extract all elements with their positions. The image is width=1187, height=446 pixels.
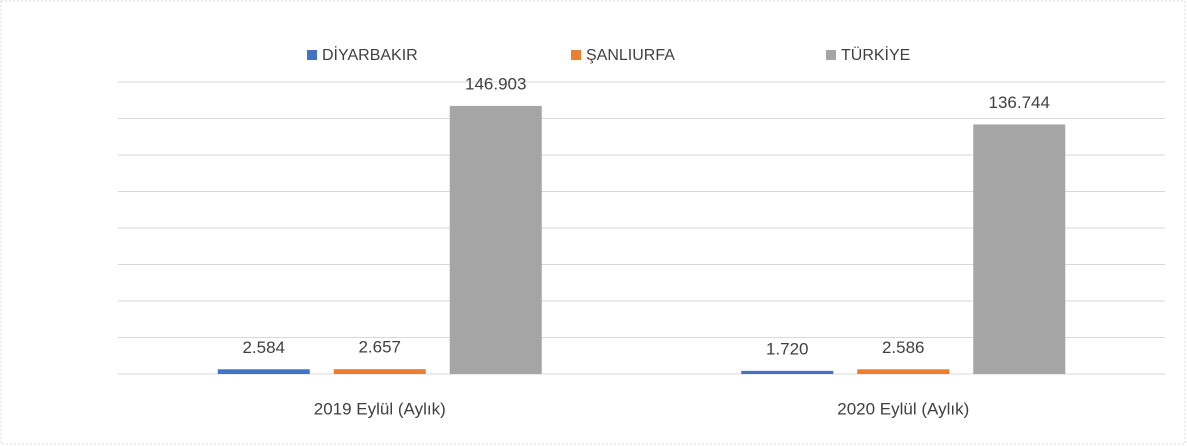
data-label: 2.584: [242, 338, 285, 357]
data-label: 136.744: [989, 93, 1050, 112]
data-label: 2.586: [882, 338, 925, 357]
bar: [333, 369, 426, 374]
legend-swatch: [826, 50, 836, 60]
bar: [217, 369, 310, 374]
data-label: 1.720: [766, 339, 809, 358]
bars: 2019 Eylül (Aylık) 2.584 2.657 146.903 2020 …: [217, 74, 1066, 418]
bar: [857, 369, 950, 374]
legend-label: TÜRKİYE: [841, 45, 910, 64]
data-label: 2.657: [358, 338, 401, 357]
x-tick-label: 2019 Eylül (Aylık): [314, 399, 446, 418]
legend-label: DİYARBAKIR: [322, 45, 418, 64]
legend-swatch: [307, 50, 317, 60]
legend-swatch: [571, 50, 581, 60]
x-tick-label: 2020 Eylül (Aylık): [837, 399, 969, 418]
bar: [741, 370, 834, 374]
legend: DİYARBAKIR ŞANLIURFA TÜRKİYE: [307, 45, 910, 64]
bar: [973, 124, 1066, 374]
data-label: 146.903: [465, 74, 526, 93]
legend-label: ŞANLIURFA: [586, 47, 675, 64]
bar: [449, 105, 542, 374]
